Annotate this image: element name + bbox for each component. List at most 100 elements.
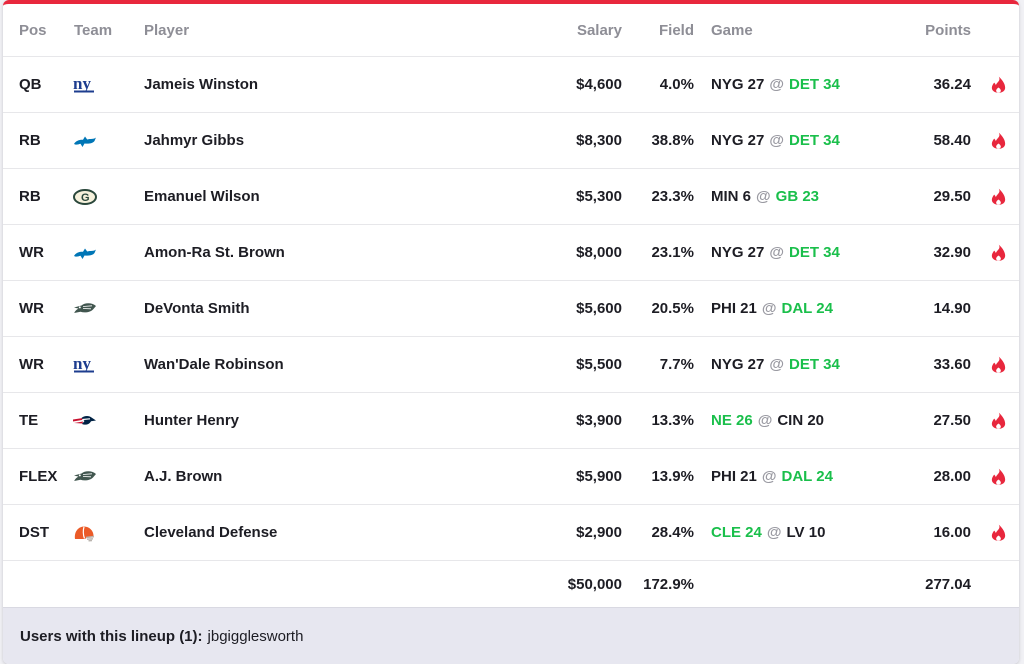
away-team-score: NYG 27 bbox=[711, 356, 765, 373]
table-row: WR Amon-Ra St. Brown $8,000 23.1% NYG 27… bbox=[3, 224, 1019, 281]
player-name: Jahmyr Gibbs bbox=[128, 112, 458, 169]
player-name: A.J. Brown bbox=[128, 448, 458, 505]
total-field-percent: 172.9% bbox=[628, 560, 700, 607]
field-percent: 13.3% bbox=[628, 392, 700, 449]
player-name: Hunter Henry bbox=[128, 392, 458, 449]
at-symbol: @ bbox=[757, 412, 773, 429]
at-symbol: @ bbox=[761, 468, 777, 485]
position-label: QB bbox=[3, 56, 58, 113]
game-score: NYG 27 @ DET 34 bbox=[700, 224, 850, 281]
position-label: WR bbox=[3, 280, 58, 337]
player-name: Emanuel Wilson bbox=[128, 168, 458, 225]
column-header-salary: Salary bbox=[576, 21, 622, 39]
total-points: 277.04 bbox=[850, 560, 977, 607]
away-team-score: NYG 27 bbox=[711, 76, 765, 93]
hot-flame-icon bbox=[991, 188, 1006, 205]
position-label: WR bbox=[3, 224, 58, 281]
away-team-score: NYG 27 bbox=[711, 132, 765, 149]
eagles-logo-icon bbox=[72, 300, 98, 318]
points-value: 16.00 bbox=[850, 504, 977, 561]
table-row: DST Cleveland Defense $2,900 28.4% CLE 2… bbox=[3, 504, 1019, 561]
away-team-score: PHI 21 bbox=[711, 468, 757, 485]
username: jbgigglesworth bbox=[207, 627, 304, 645]
points-value: 32.90 bbox=[850, 224, 977, 281]
field-percent: 23.3% bbox=[628, 168, 700, 225]
field-percent: 28.4% bbox=[628, 504, 700, 561]
eagles-logo-icon bbox=[72, 468, 98, 486]
position-label: TE bbox=[3, 392, 58, 449]
column-header-pos: Pos bbox=[19, 21, 47, 39]
giants-logo-icon bbox=[72, 74, 98, 96]
salary-value: $5,500 bbox=[458, 336, 628, 393]
player-name: Wan'Dale Robinson bbox=[128, 336, 458, 393]
salary-value: $5,300 bbox=[458, 168, 628, 225]
game-score: NYG 27 @ DET 34 bbox=[700, 336, 850, 393]
table-row: WR DeVonta Smith $5,600 20.5% PHI 21 @ DAL… bbox=[3, 280, 1019, 337]
packers-logo-icon bbox=[72, 188, 98, 206]
column-header-hot bbox=[977, 4, 1019, 57]
position-label: RB bbox=[3, 112, 58, 169]
away-team-score: NYG 27 bbox=[711, 244, 765, 261]
salary-value: $4,600 bbox=[458, 56, 628, 113]
column-header-field: Field bbox=[658, 21, 694, 39]
game-score: NYG 27 @ DET 34 bbox=[700, 112, 850, 169]
home-team-score: CIN 20 bbox=[777, 412, 825, 429]
hot-flame-icon bbox=[991, 76, 1006, 93]
at-symbol: @ bbox=[756, 188, 771, 205]
table-row: TE Hunter Henry $3,900 13.3% NE 26 @ CIN 2… bbox=[3, 392, 1019, 449]
field-percent: 7.7% bbox=[628, 336, 700, 393]
salary-value: $5,600 bbox=[458, 280, 628, 337]
at-symbol: @ bbox=[769, 76, 784, 93]
home-team-score: DAL 24 bbox=[781, 468, 833, 485]
table-row: WR Wan'Dale Robinson $5,500 7.7% NYG 27 @… bbox=[3, 336, 1019, 393]
player-name: DeVonta Smith bbox=[128, 280, 458, 337]
home-team-score: DET 34 bbox=[789, 356, 840, 373]
salary-value: $8,300 bbox=[458, 112, 628, 169]
away-team-score: PHI 21 bbox=[711, 300, 757, 317]
hot-flame-icon bbox=[991, 132, 1006, 149]
points-value: 27.50 bbox=[850, 392, 977, 449]
away-team-score: NE 26 bbox=[711, 412, 753, 429]
position-label: RB bbox=[3, 168, 58, 225]
hot-flame-icon bbox=[991, 412, 1006, 429]
lineup-table: Pos Team Player Salary Field Game Points… bbox=[3, 4, 1019, 607]
points-value: 36.24 bbox=[850, 56, 977, 113]
column-header-player: Player bbox=[144, 21, 190, 39]
column-header-points: Points bbox=[925, 21, 971, 39]
hot-flame-icon bbox=[991, 356, 1006, 373]
points-value: 33.60 bbox=[850, 336, 977, 393]
at-symbol: @ bbox=[769, 356, 784, 373]
browns-logo-icon bbox=[72, 523, 98, 543]
giants-logo-icon bbox=[72, 354, 98, 376]
lions-logo-icon bbox=[72, 244, 98, 262]
points-value: 14.90 bbox=[850, 280, 977, 337]
table-row: QB Jameis Winston $4,600 4.0% NYG 27 @ DET… bbox=[3, 56, 1019, 113]
game-score: NE 26 @ CIN 20 bbox=[700, 392, 850, 449]
field-percent: 23.1% bbox=[628, 224, 700, 281]
home-team-score: DET 34 bbox=[789, 244, 840, 261]
hot-flame-icon bbox=[991, 244, 1006, 261]
field-percent: 20.5% bbox=[628, 280, 700, 337]
totals-row: $50,000 172.9% 277.04 bbox=[3, 560, 1019, 607]
users-with-lineup-bar: Users with this lineup (1): jbgiggleswor… bbox=[3, 607, 1019, 664]
points-value: 29.50 bbox=[850, 168, 977, 225]
salary-value: $8,000 bbox=[458, 224, 628, 281]
game-score: NYG 27 @ DET 34 bbox=[700, 56, 850, 113]
player-name: Jameis Winston bbox=[128, 56, 458, 113]
at-symbol: @ bbox=[761, 300, 777, 317]
points-value: 28.00 bbox=[850, 448, 977, 505]
game-score: MIN 6 @ GB 23 bbox=[700, 168, 850, 225]
at-symbol: @ bbox=[769, 132, 784, 149]
table-row: FLEX A.J. Brown $5,900 13.9% PHI 21 @ DAL … bbox=[3, 448, 1019, 505]
column-header-game: Game bbox=[711, 21, 753, 39]
total-salary: $50,000 bbox=[458, 560, 628, 607]
at-symbol: @ bbox=[769, 244, 784, 261]
patriots-logo-icon bbox=[72, 412, 98, 430]
away-team-score: CLE 24 bbox=[711, 524, 762, 541]
hot-flame-icon bbox=[991, 468, 1006, 485]
home-team-score: DAL 24 bbox=[781, 300, 833, 317]
home-team-score: LV 10 bbox=[786, 524, 826, 541]
player-name: Cleveland Defense bbox=[128, 504, 458, 561]
field-percent: 13.9% bbox=[628, 448, 700, 505]
player-name: Amon-Ra St. Brown bbox=[128, 224, 458, 281]
